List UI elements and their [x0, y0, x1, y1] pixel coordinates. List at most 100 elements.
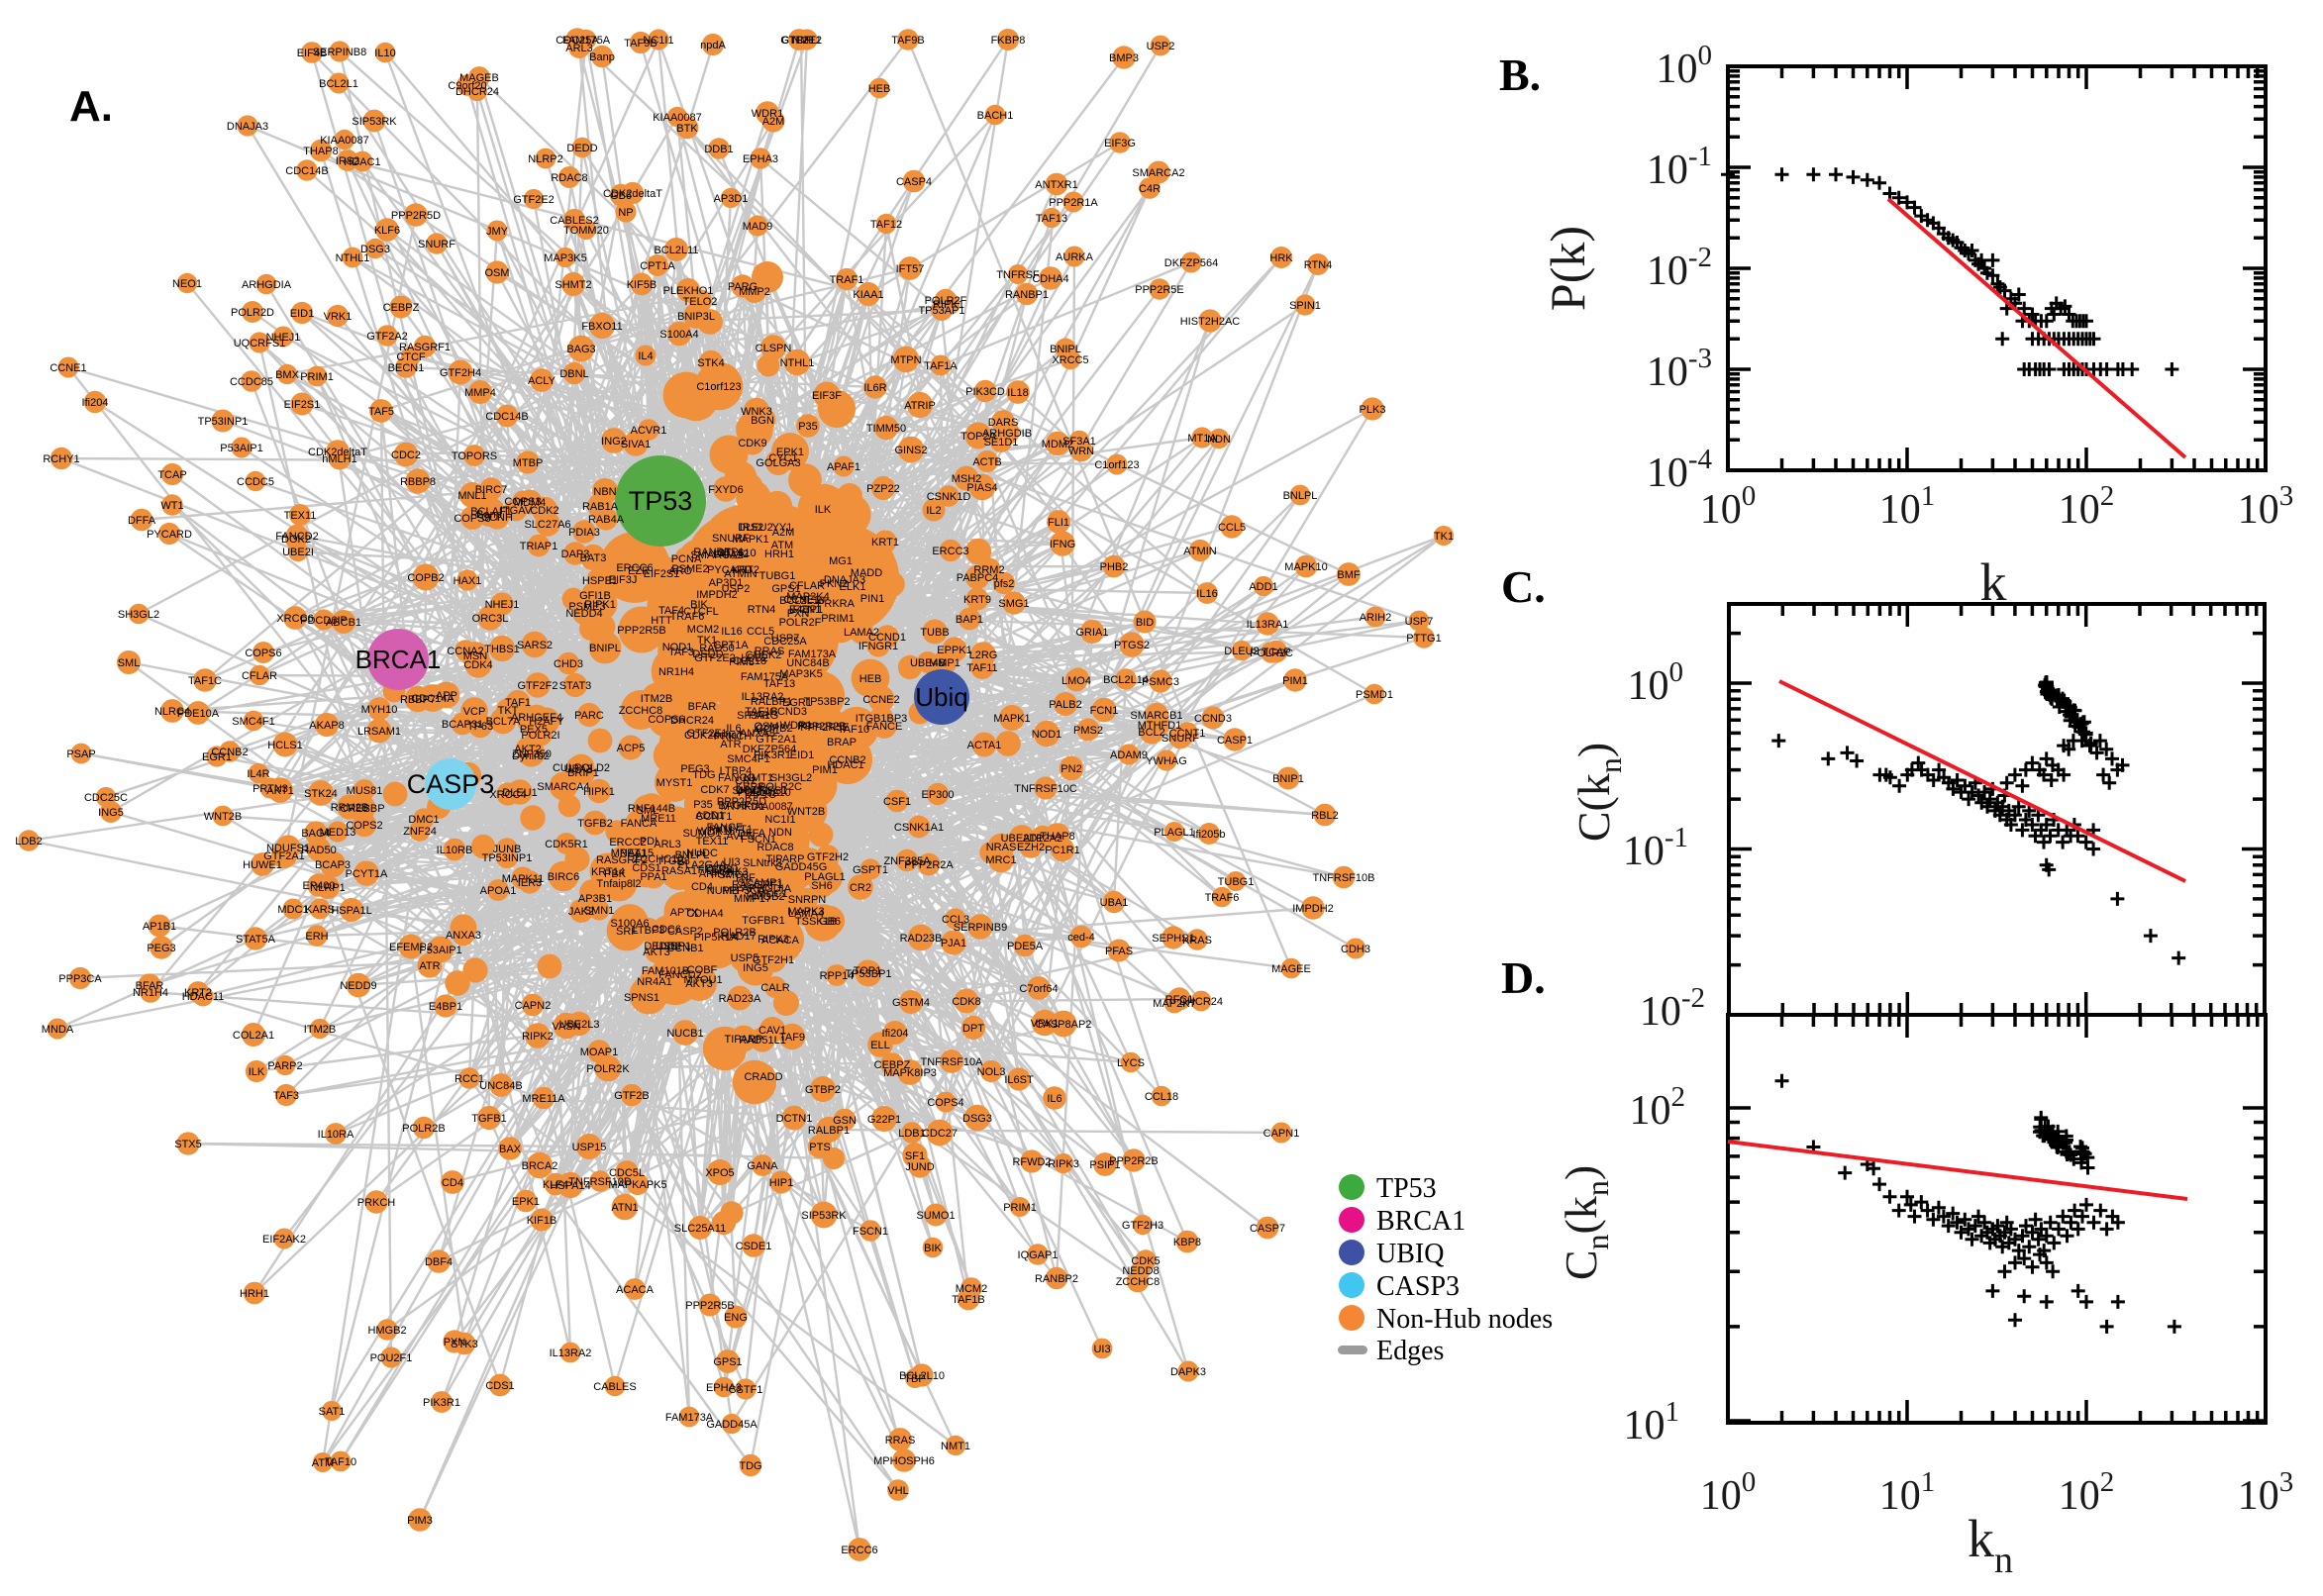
- svg-text:Ifi204: Ifi204: [882, 1028, 909, 1040]
- svg-text:GINS2: GINS2: [894, 445, 927, 456]
- svg-text:UBE4B: UBE4B: [910, 657, 946, 669]
- svg-text:MED13: MED13: [320, 827, 356, 839]
- svg-text:COPB2: COPB2: [756, 723, 792, 735]
- svg-text:MDM2: MDM2: [1042, 439, 1073, 450]
- svg-text:BCL7A: BCL7A: [486, 716, 522, 728]
- svg-text:BNIPL: BNIPL: [589, 643, 621, 654]
- svg-text:IL4R: IL4R: [247, 768, 269, 780]
- svg-text:IMPDH2: IMPDH2: [1292, 903, 1334, 915]
- svg-text:NDN: NDN: [1207, 434, 1231, 446]
- svg-text:ZCCHC8: ZCCHC8: [619, 705, 663, 717]
- svg-text:IL6: IL6: [726, 723, 741, 735]
- svg-text:SCAMP1: SCAMP1: [738, 877, 782, 889]
- svg-text:IER3: IER3: [518, 877, 542, 889]
- svg-text:AKT1: AKT1: [266, 785, 294, 797]
- svg-text:CCNB2: CCNB2: [829, 754, 865, 766]
- svg-text:EGR1: EGR1: [782, 697, 812, 709]
- svg-text:TSSK1B: TSSK1B: [795, 916, 837, 928]
- svg-text:SMC4F1: SMC4F1: [727, 753, 769, 765]
- svg-text:AKAP8: AKAP8: [309, 720, 344, 732]
- svg-text:UBIQ: UBIQ: [1376, 1239, 1444, 1269]
- svg-text:DEDD2: DEDD2: [644, 941, 680, 952]
- svg-text:AKT1: AKT1: [753, 725, 780, 737]
- svg-text:MTHFD1: MTHFD1: [721, 801, 765, 813]
- svg-text:PSMC3: PSMC3: [711, 869, 749, 881]
- svg-text:PRTN3: PRTN3: [252, 783, 288, 795]
- svg-text:DFFA: DFFA: [738, 828, 766, 840]
- svg-text:RTN4: RTN4: [748, 604, 776, 616]
- svg-text:PTGS2: PTGS2: [1114, 640, 1150, 651]
- svg-text:DDB1: DDB1: [704, 144, 733, 155]
- svg-text:SML: SML: [118, 657, 141, 669]
- svg-text:POU2F1: POU2F1: [370, 1352, 413, 1364]
- svg-text:CR2: CR2: [735, 775, 757, 787]
- svg-text:OSM: OSM: [754, 721, 778, 733]
- svg-text:FCN1: FCN1: [793, 604, 822, 616]
- svg-text:GTF2H2: GTF2H2: [807, 851, 849, 863]
- svg-text:GSN: GSN: [833, 1115, 857, 1127]
- svg-text:HSPA1L: HSPA1L: [331, 905, 371, 917]
- svg-text:BCL2L11: BCL2L11: [654, 245, 698, 256]
- svg-text:MMP1: MMP1: [929, 657, 960, 669]
- svg-text:UI3: UI3: [723, 856, 740, 868]
- svg-text:MRE11: MRE11: [641, 813, 676, 825]
- svg-text:APP: APP: [436, 690, 457, 702]
- svg-text:TNFRSF: TNFRSF: [996, 269, 1040, 281]
- svg-text:BAX: BAX: [499, 1144, 522, 1155]
- svg-text:GB6: GB6: [819, 916, 841, 928]
- svg-text:SF3A1: SF3A1: [1062, 436, 1096, 448]
- svg-text:FANCD2: FANCD2: [275, 531, 318, 543]
- svg-text:CDK8: CDK8: [952, 996, 980, 1008]
- svg-text:Tnfaip8l2: Tnfaip8l2: [596, 878, 641, 890]
- svg-text:CDK7: CDK7: [700, 784, 729, 796]
- svg-text:RTN4: RTN4: [1304, 259, 1333, 271]
- svg-text:CCNT1: CCNT1: [696, 811, 733, 823]
- svg-text:WRN: WRN: [1068, 446, 1094, 457]
- svg-text:AURKA: AURKA: [1056, 251, 1094, 263]
- svg-text:EPK1: EPK1: [512, 1196, 540, 1208]
- svg-text:AP1B1: AP1B1: [143, 921, 176, 933]
- svg-text:TOP2A: TOP2A: [960, 431, 997, 443]
- svg-text:DITED: DITED: [706, 863, 739, 875]
- svg-text:ATN1: ATN1: [611, 1202, 638, 1214]
- svg-text:HIST2H2AC: HIST2H2AC: [1180, 316, 1241, 328]
- svg-text:TAF3: TAF3: [668, 647, 694, 658]
- svg-text:THBS1: THBS1: [484, 644, 519, 655]
- svg-text:PPP2R5D: PPP2R5D: [717, 796, 766, 808]
- svg-text:FANCE: FANCE: [866, 721, 903, 733]
- svg-text:CAPN2: CAPN2: [515, 1000, 552, 1012]
- svg-text:LAMA2: LAMA2: [844, 627, 879, 639]
- svg-text:IL16: IL16: [1196, 588, 1217, 600]
- svg-text:HDAC1: HDAC1: [827, 759, 863, 771]
- svg-text:ZNF24: ZNF24: [403, 826, 437, 838]
- svg-text:TP53AP1: TP53AP1: [918, 305, 964, 317]
- svg-text:MYH10: MYH10: [361, 704, 398, 716]
- svg-text:BAP1: BAP1: [956, 614, 983, 626]
- svg-text:PTTG1: PTTG1: [1406, 633, 1441, 645]
- svg-text:VCP: VCP: [463, 706, 486, 718]
- svg-text:TNF: TNF: [734, 872, 756, 884]
- svg-text:CDK2deltaT: CDK2deltaT: [684, 730, 744, 742]
- svg-text:SMARCB1: SMARCB1: [1130, 710, 1182, 722]
- svg-text:ITGB8: ITGB8: [658, 855, 690, 867]
- svg-text:RRM2: RRM2: [973, 564, 1004, 576]
- svg-text:PCNA: PCNA: [671, 553, 702, 565]
- svg-text:BAT3: BAT3: [580, 552, 607, 564]
- svg-text:ARHGDIA: ARHGDIA: [242, 279, 292, 291]
- svg-text:PDCD6IP: PDCD6IP: [300, 615, 348, 627]
- svg-text:NTHL1: NTHL1: [336, 252, 370, 264]
- svg-text:BIRC6: BIRC6: [548, 871, 579, 883]
- svg-text:ELL: ELL: [870, 1040, 890, 1051]
- svg-text:CLSPN: CLSPN: [756, 343, 792, 354]
- svg-text:BCAP31: BCAP31: [442, 719, 483, 731]
- svg-text:ERCC6: ERCC6: [616, 562, 653, 574]
- svg-text:TAF1C: TAF1C: [743, 789, 776, 801]
- svg-text:MCM2: MCM2: [687, 624, 719, 636]
- svg-text:POLR2B: POLR2B: [402, 1123, 445, 1135]
- svg-text:ATM: ATM: [771, 540, 793, 551]
- svg-text:WDR16: WDR16: [697, 826, 736, 838]
- svg-text:NDN: NDN: [768, 827, 792, 839]
- svg-text:LDB2: LDB2: [15, 836, 43, 848]
- svg-text:NC1I1: NC1I1: [764, 814, 795, 826]
- svg-text:APTX: APTX: [670, 907, 699, 919]
